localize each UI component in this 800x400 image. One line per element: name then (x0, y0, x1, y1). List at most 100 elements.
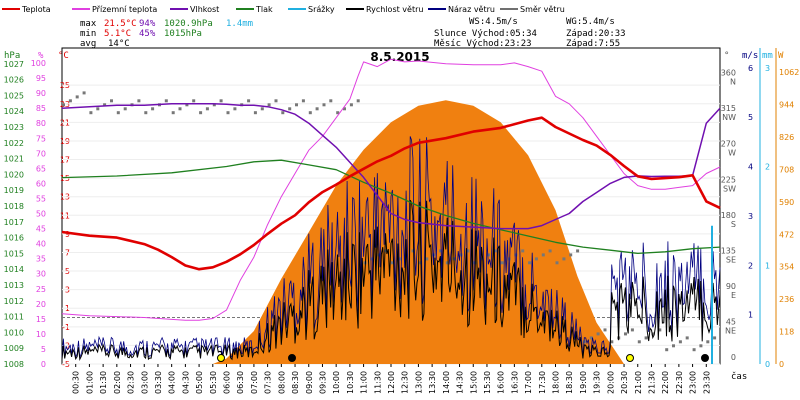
stats-max-hum: 94% (139, 19, 156, 29)
wind-direction-dot (336, 111, 340, 115)
wind-direction-dot (343, 107, 346, 111)
wind-direction-dot (315, 107, 319, 111)
wind-direction-dot (514, 253, 518, 257)
pressure-tick-label: 1018 (4, 202, 24, 211)
x-tick-label: 23:00 (689, 371, 698, 394)
solar-tick-label: 708 (779, 165, 794, 174)
humidity-tick-label: 70 (36, 149, 46, 158)
wind-direction-dot (658, 328, 662, 332)
legend-label: Náraz větru (448, 5, 495, 14)
x-tick-label: 19:30 (593, 371, 602, 394)
pressure-tick-label: 1009 (4, 344, 24, 353)
wind-direction-dot (62, 103, 65, 107)
humidity-tick-label: 50 (36, 210, 46, 219)
info-moonset: Západ:7:55 (566, 39, 620, 49)
x-tick-label: 06:00 (223, 371, 232, 394)
wind-direction-dot (672, 344, 675, 348)
rain-tick-label: 1 (765, 261, 770, 270)
solar-tick-label: 1062 (779, 68, 799, 77)
wind-direction-dot (288, 107, 292, 111)
stats-min-press: 1015hPa (164, 29, 202, 39)
wind-direction-dot (192, 99, 196, 103)
direction-tick-label: 45 (726, 317, 736, 326)
direction-tick-label: 135 (721, 246, 736, 255)
pressure-unit: hPa (4, 51, 20, 61)
temperature-line (61, 116, 721, 271)
x-axis-label: čas (731, 371, 747, 382)
wind-direction-dot (699, 344, 703, 348)
x-tick-label: 11:00 (360, 371, 369, 394)
wind-direction-dot (82, 91, 86, 95)
wind-direction-dot (562, 257, 566, 261)
stats-max-rain: 1.4mm (226, 19, 253, 29)
direction-tick-label: N (730, 78, 736, 87)
wind-direction-dot (384, 249, 388, 253)
stats-max-temp: 21.5°C (104, 19, 137, 29)
humidity-tick-label: 40 (36, 240, 46, 249)
stats-max-label: max (80, 19, 97, 29)
wind-direction-dot (233, 107, 237, 111)
stats-max-press: 1020.9hPa (164, 19, 213, 29)
x-axis: 00:30 01:00 01:30 02:00 02:30 03:00 03:30 04:00… (72, 364, 711, 394)
x-tick-label: 16:30 (510, 371, 519, 394)
direction-tick-label: 225 (721, 175, 736, 184)
pressure-tick-label: 1013 (4, 281, 24, 290)
humidity-tick-label: 5 (41, 345, 46, 354)
x-tick-label: 01:30 (99, 371, 108, 394)
stats-min-temp: 5.1°C (104, 29, 131, 39)
wind-direction-dot (685, 336, 689, 340)
x-tick-label: 10:30 (346, 371, 355, 394)
wind-direction-dot (466, 249, 470, 253)
direction-tick-label: 315 (721, 104, 736, 113)
humidity-tick-label: 0 (41, 360, 46, 369)
x-tick-label: 13:30 (428, 371, 437, 394)
stats-min-label: min (80, 29, 96, 39)
wind-tick-label: 3 (748, 212, 753, 221)
wind-direction-dot (377, 253, 381, 257)
pressure-tick-label: 1023 (4, 123, 24, 132)
x-tick-label: 01:00 (85, 371, 94, 394)
direction-tick-label: 90 (726, 282, 736, 291)
x-tick-label: 08:30 (291, 371, 300, 394)
legend-label: Rychlost větru (366, 5, 423, 14)
wind-direction-dot (171, 111, 175, 115)
wind-direction-dot (103, 103, 107, 107)
wind-direction-dot (151, 107, 155, 111)
pressure-tick-label: 1012 (4, 297, 24, 306)
plot-series (61, 58, 721, 364)
wind-direction-dot (68, 99, 72, 103)
humidity-tick-label: 65 (36, 164, 46, 173)
x-tick-label: 16:00 (497, 371, 506, 394)
wind-tick-label: 1 (748, 311, 753, 320)
wind-direction-dot (267, 103, 271, 107)
x-tick-label: 13:00 (414, 371, 423, 394)
x-tick-label: 09:30 (319, 371, 328, 394)
wind-direction-dot (596, 332, 600, 336)
solar-tick-label: 944 (779, 101, 794, 110)
pressure-tick-label: 1027 (4, 60, 24, 69)
legend-label: Vlhkost (190, 5, 219, 14)
wind-direction-dot (569, 253, 573, 257)
temperature-unit: °C (58, 51, 69, 61)
wind-direction-dot (439, 249, 442, 253)
wind-direction-dot (356, 99, 360, 103)
humidity-tick-label: 35 (36, 255, 46, 264)
rain-tick-label: 3 (765, 64, 770, 73)
wind-direction-dot (644, 336, 648, 340)
pressure-tick-label: 1008 (4, 360, 24, 369)
wind-direction-dot (651, 332, 655, 336)
x-tick-label: 20:30 (620, 371, 629, 394)
legend-label: Přízemní teplota (92, 5, 157, 14)
wind-direction-dot (226, 111, 230, 115)
wind-direction-dot (548, 249, 552, 253)
wind-direction-dot (603, 328, 607, 332)
wind-direction-dot (370, 257, 374, 261)
wind-direction-dot (507, 257, 511, 261)
wind-tick-label: 6 (748, 64, 753, 73)
wind-direction-dot (418, 261, 422, 265)
x-tick-label: 22:00 (661, 371, 670, 394)
wind-direction-dot (260, 107, 264, 111)
humidity-tick-label: 100 (31, 59, 46, 68)
x-tick-label: 14:00 (442, 371, 451, 394)
x-tick-label: 22:30 (675, 371, 684, 394)
